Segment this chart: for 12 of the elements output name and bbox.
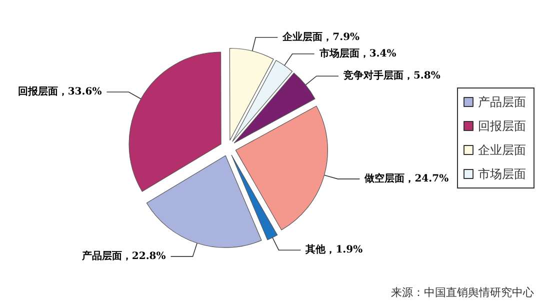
slice-label: 做空层面，24.7%: [364, 172, 450, 184]
legend-label: 企业层面: [478, 143, 526, 157]
slice-label: 竞争对手层面，5.8%: [342, 70, 441, 82]
legend-label: 产品层面: [478, 95, 526, 109]
legend-label: 回报层面: [478, 119, 526, 133]
category-label: 产品层面，22.8%: [82, 250, 166, 262]
legend-label: 市场层面: [478, 167, 526, 181]
slice-label: 其他，1.9%: [304, 244, 364, 256]
category-label: 企业层面，7.9%: [282, 32, 360, 43]
source-note: 来源：中国直销舆情研究中心: [391, 286, 534, 299]
category-label: 市场层面，3.4%: [319, 48, 396, 60]
category-label: 回报层面，33.6%: [18, 86, 102, 98]
